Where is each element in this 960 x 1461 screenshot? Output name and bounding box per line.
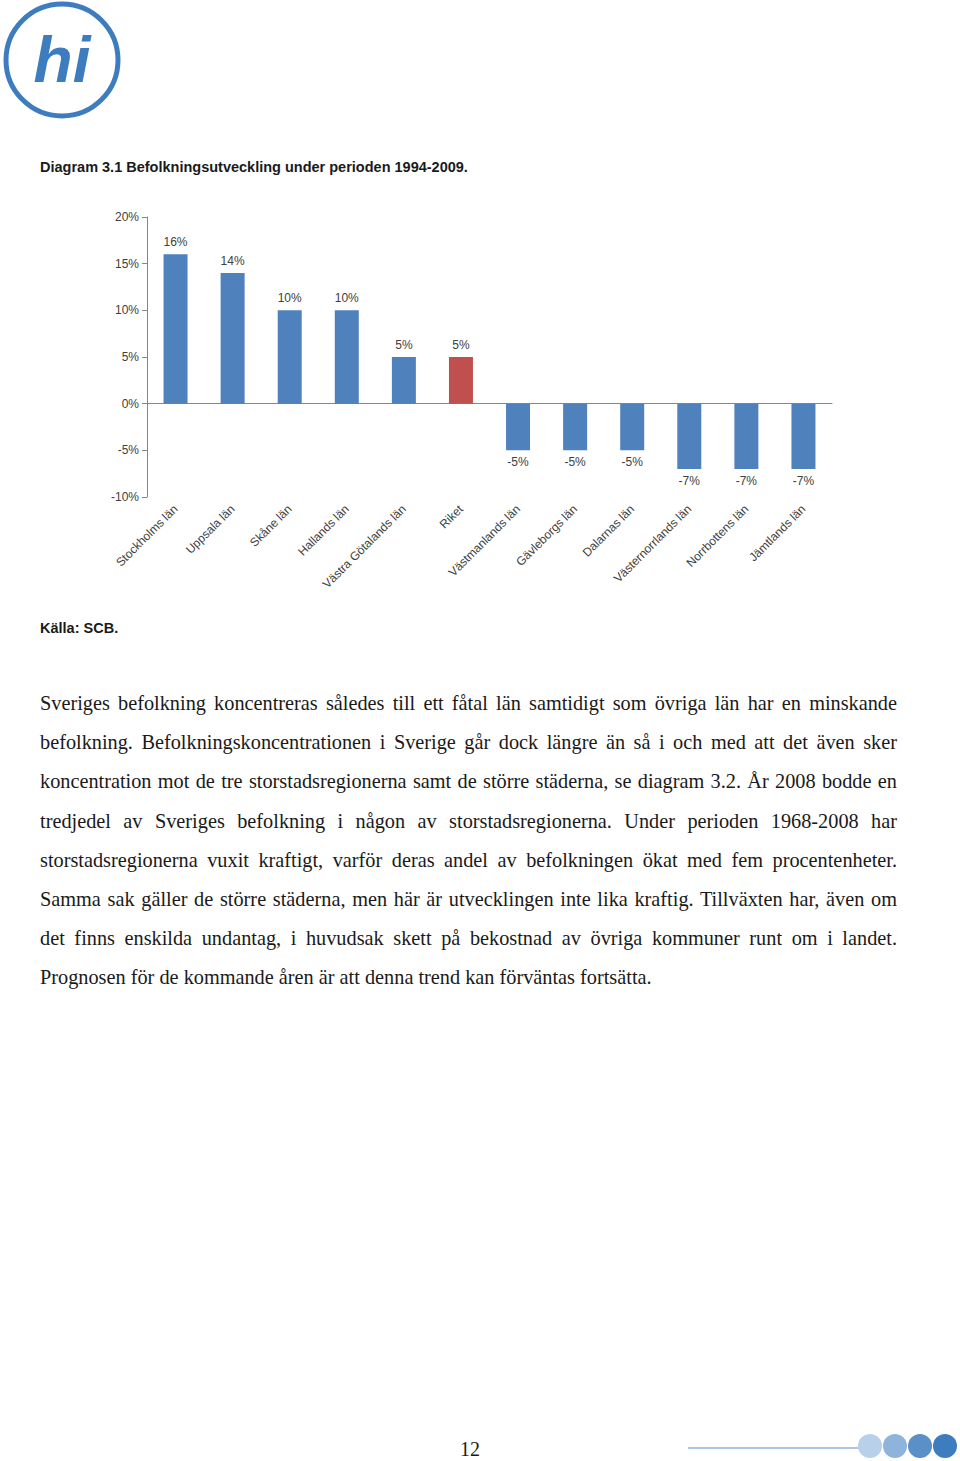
svg-text:5%: 5% bbox=[122, 350, 140, 364]
svg-text:-5%: -5% bbox=[622, 455, 644, 469]
svg-text:-5%: -5% bbox=[564, 455, 586, 469]
svg-text:Skåne län: Skåne län bbox=[247, 502, 295, 550]
svg-text:5%: 5% bbox=[452, 338, 470, 352]
svg-text:-5%: -5% bbox=[507, 455, 529, 469]
svg-text:Uppsala län: Uppsala län bbox=[183, 502, 238, 557]
svg-text:Stockholms län: Stockholms län bbox=[113, 502, 180, 569]
svg-text:14%: 14% bbox=[221, 254, 245, 268]
svg-text:20%: 20% bbox=[115, 210, 139, 224]
svg-text:-10%: -10% bbox=[111, 490, 139, 504]
svg-text:-7%: -7% bbox=[736, 474, 758, 488]
svg-text:-7%: -7% bbox=[793, 474, 815, 488]
svg-text:Gävleborgs län: Gävleborgs län bbox=[513, 502, 580, 569]
svg-text:hi: hi bbox=[34, 24, 92, 96]
svg-text:Västra Götalands län: Västra Götalands län bbox=[320, 502, 409, 591]
html-text:Diagram 3.1 Befolkningsutveckl: Diagram 3.1 Befolkningsutveckling under … bbox=[40, 159, 468, 175]
svg-text:-7%: -7% bbox=[679, 474, 701, 488]
svg-text:15%: 15% bbox=[115, 257, 139, 271]
svg-text:Riket: Riket bbox=[437, 502, 467, 532]
svg-text:10%: 10% bbox=[278, 291, 302, 305]
html-text:Sveriges befolkning koncentrer: Sveriges befolkning koncentreras således… bbox=[40, 692, 897, 989]
svg-text:Jämtlands län: Jämtlands län bbox=[746, 502, 808, 564]
svg-text:Norrbottens län: Norrbottens län bbox=[683, 502, 751, 570]
svg-text:-5%: -5% bbox=[118, 443, 140, 457]
svg-text:5%: 5% bbox=[395, 338, 413, 352]
svg-text:Hallands län: Hallands län bbox=[295, 502, 352, 559]
svg-text:Västernorrlands län: Västernorrlands län bbox=[611, 502, 694, 585]
html-text:12: 12 bbox=[460, 1438, 480, 1460]
svg-text:Dalarnas län: Dalarnas län bbox=[580, 502, 637, 559]
svg-text:10%: 10% bbox=[335, 291, 359, 305]
svg-text:Västmanlands län: Västmanlands län bbox=[446, 502, 523, 579]
svg-text:0%: 0% bbox=[122, 397, 140, 411]
svg-text:16%: 16% bbox=[164, 235, 188, 249]
html-text:Källa: SCB.: Källa: SCB. bbox=[40, 620, 119, 636]
svg-text:10%: 10% bbox=[115, 303, 139, 317]
